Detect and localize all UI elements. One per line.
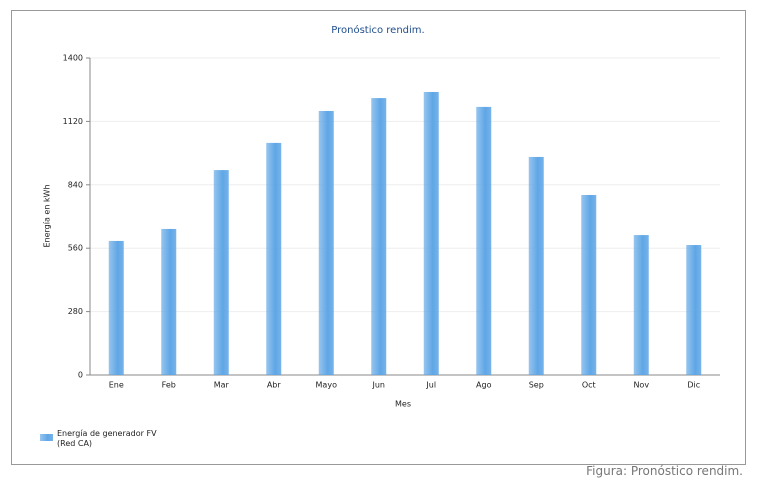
- x-tick-label: Ene: [109, 381, 124, 390]
- x-tick-label: Oct: [582, 381, 596, 390]
- y-tick-label: 1120: [63, 117, 83, 126]
- y-axis-label: Energía en kWh: [43, 184, 52, 247]
- caption: Figura: Pronóstico rendim.: [586, 464, 743, 478]
- y-tick-label: 280: [68, 307, 83, 316]
- x-tick-label: Ago: [476, 381, 492, 390]
- legend-label: Energía de generador FV (Red CA): [57, 429, 157, 448]
- y-tick-label: 840: [68, 180, 83, 189]
- bar: [686, 245, 702, 375]
- bar: [476, 106, 492, 375]
- bar: [318, 110, 334, 375]
- x-tick-label: Dic: [687, 381, 700, 390]
- bar: [161, 228, 177, 375]
- x-tick-label: Abr: [267, 381, 282, 390]
- y-tick-label: 0: [78, 371, 83, 380]
- x-tick-label: Jun: [372, 381, 386, 390]
- x-tick-label: Sep: [529, 381, 544, 390]
- bar: [266, 142, 282, 375]
- chart-title: Pronóstico rendim.: [331, 24, 424, 36]
- bar: [213, 170, 229, 375]
- bar: [371, 98, 387, 376]
- x-tick-label: Jul: [425, 381, 436, 390]
- legend-swatch: [40, 434, 53, 441]
- x-tick-label: Nov: [633, 381, 649, 390]
- y-tick-label: 1400: [63, 54, 83, 63]
- bar: [108, 240, 124, 375]
- x-axis-label: Mes: [395, 400, 411, 409]
- bar: [528, 156, 544, 375]
- x-tick-label: Mar: [214, 381, 230, 390]
- x-tick-label: Feb: [162, 381, 176, 390]
- bar: [581, 194, 597, 375]
- x-tick-label: Mayo: [316, 381, 338, 390]
- bar: [633, 235, 649, 375]
- bar: [423, 91, 439, 375]
- y-tick-label: 560: [68, 244, 83, 253]
